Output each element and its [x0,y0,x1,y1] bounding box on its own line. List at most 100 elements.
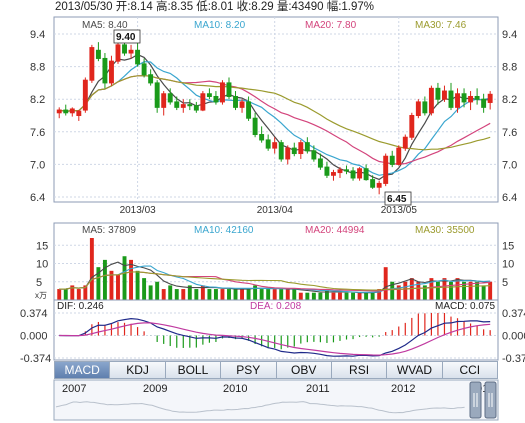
tab-psy[interactable]: PSY [221,361,277,379]
candle-body [363,168,369,181]
candle-body [350,170,356,179]
candle-body [193,105,199,111]
vol-ma30-legend: MA30: 35500 [415,225,475,236]
volume-bar [142,278,147,300]
price-y-axis-left: 9.4 8.8 8.2 7.6 7.0 6.4 [30,29,45,204]
macd-y-axis-right: 0.374 0.000 -0.374 [502,308,525,365]
navigator-year: 2010 [223,383,247,395]
tab-wvad[interactable]: WVAD [387,361,443,379]
candle-body [76,110,82,117]
price-x-tick: 2013/03 [120,205,157,216]
volume-bar [403,281,408,300]
price-tick-right: 6.4 [502,192,517,204]
volume-bars [57,238,493,300]
price-tick-left: 9.4 [30,29,45,41]
candle-body [252,117,258,136]
volume-bar [63,289,68,300]
candle-body [82,79,88,111]
candle-body [115,44,121,62]
candle-body [56,109,62,114]
volume-bar [429,278,434,300]
candle-body [148,74,154,84]
dea-line [59,322,491,356]
volume-bar [475,281,480,300]
price-tick-left: 6.4 [30,192,45,204]
candle-body [435,87,441,100]
candle-body [89,47,95,81]
price-tick-right: 8.8 [502,62,517,74]
price-candlesticks [56,34,493,195]
tab-boll[interactable]: BOLL [165,361,222,379]
volume-tick-left: 5 [36,277,42,289]
price-y-axis-right: 9.4 8.8 8.2 7.6 7.0 6.4 [502,29,517,204]
volume-bar [161,289,166,300]
macd-tick-right: 0.000 [502,331,525,343]
macd-tick-left: -0.374 [20,353,51,365]
candle-body [167,93,173,103]
tab-kdj[interactable]: KDJ [110,361,166,379]
candle-body [370,179,376,188]
candle-body [422,101,428,114]
candle-body [428,87,434,114]
navigator-handle-left[interactable] [469,381,482,419]
volume-bar [422,285,427,300]
volume-bar [298,292,303,300]
volume-grid [54,244,498,283]
volume-bar [194,289,199,300]
volume-bar [344,292,349,300]
ma10-legend: MA10: 8.20 [194,20,246,31]
tab-macd[interactable]: MACD [54,361,111,379]
header-quote: 2013/05/30 开:8.14 高:8.35 低:8.01 收:8.29 量… [55,0,374,13]
dif-legend: DIF: 0.246 [57,301,104,312]
candle-body [396,147,402,165]
volume-bar [213,289,218,300]
tab-cci[interactable]: CCI [442,361,498,379]
volume-bar [207,289,212,300]
volume-bar [155,281,160,300]
volume-bar [253,285,258,300]
volume-y-axis-right: 15 10 5 [502,240,514,288]
candle-body [102,57,108,84]
candle-body [220,82,225,103]
volume-bar [416,281,421,300]
candle-body [376,182,382,188]
candle-body [389,155,395,165]
price-tick-right: 9.4 [502,29,517,41]
candle-body [415,101,421,116]
navigator-handle-right[interactable] [484,381,497,419]
navigator-year: 2007 [62,383,86,395]
candle-body [331,172,336,176]
candle-body [95,49,101,59]
macd-tick-right: 0.374 [502,308,525,320]
volume-bar [318,292,323,300]
dea-legend: DEA: 0.208 [250,301,302,312]
candle-body [200,93,206,111]
high-price-callout: 9.40 [113,29,141,44]
price-x-tick: 2013/05 [381,205,418,216]
candle-body [324,166,330,176]
volume-bar [148,285,153,300]
candle-body [180,104,186,108]
dif-line [59,317,491,357]
candle-body [474,95,480,100]
navigator-year: 2009 [143,383,167,395]
candle-body [213,95,219,103]
navigator-history-line [55,401,465,414]
volume-tick-right: 10 [502,259,514,271]
volume-bar [311,292,316,300]
tab-obv[interactable]: OBV [276,361,332,379]
candle-body [402,136,408,149]
volume-bar [279,289,284,300]
volume-bar [102,259,107,300]
volume-bar [227,289,231,300]
volume-bar [449,281,453,300]
candle-body [409,115,415,138]
tab-rsi[interactable]: RSI [331,361,388,379]
navigator-frame [53,379,499,421]
volume-moving-averages [59,261,491,294]
volume-bar [246,289,251,300]
candle-body [298,142,304,155]
volume-bar [338,292,342,300]
volume-bar [305,292,310,300]
candle-body [109,60,114,84]
